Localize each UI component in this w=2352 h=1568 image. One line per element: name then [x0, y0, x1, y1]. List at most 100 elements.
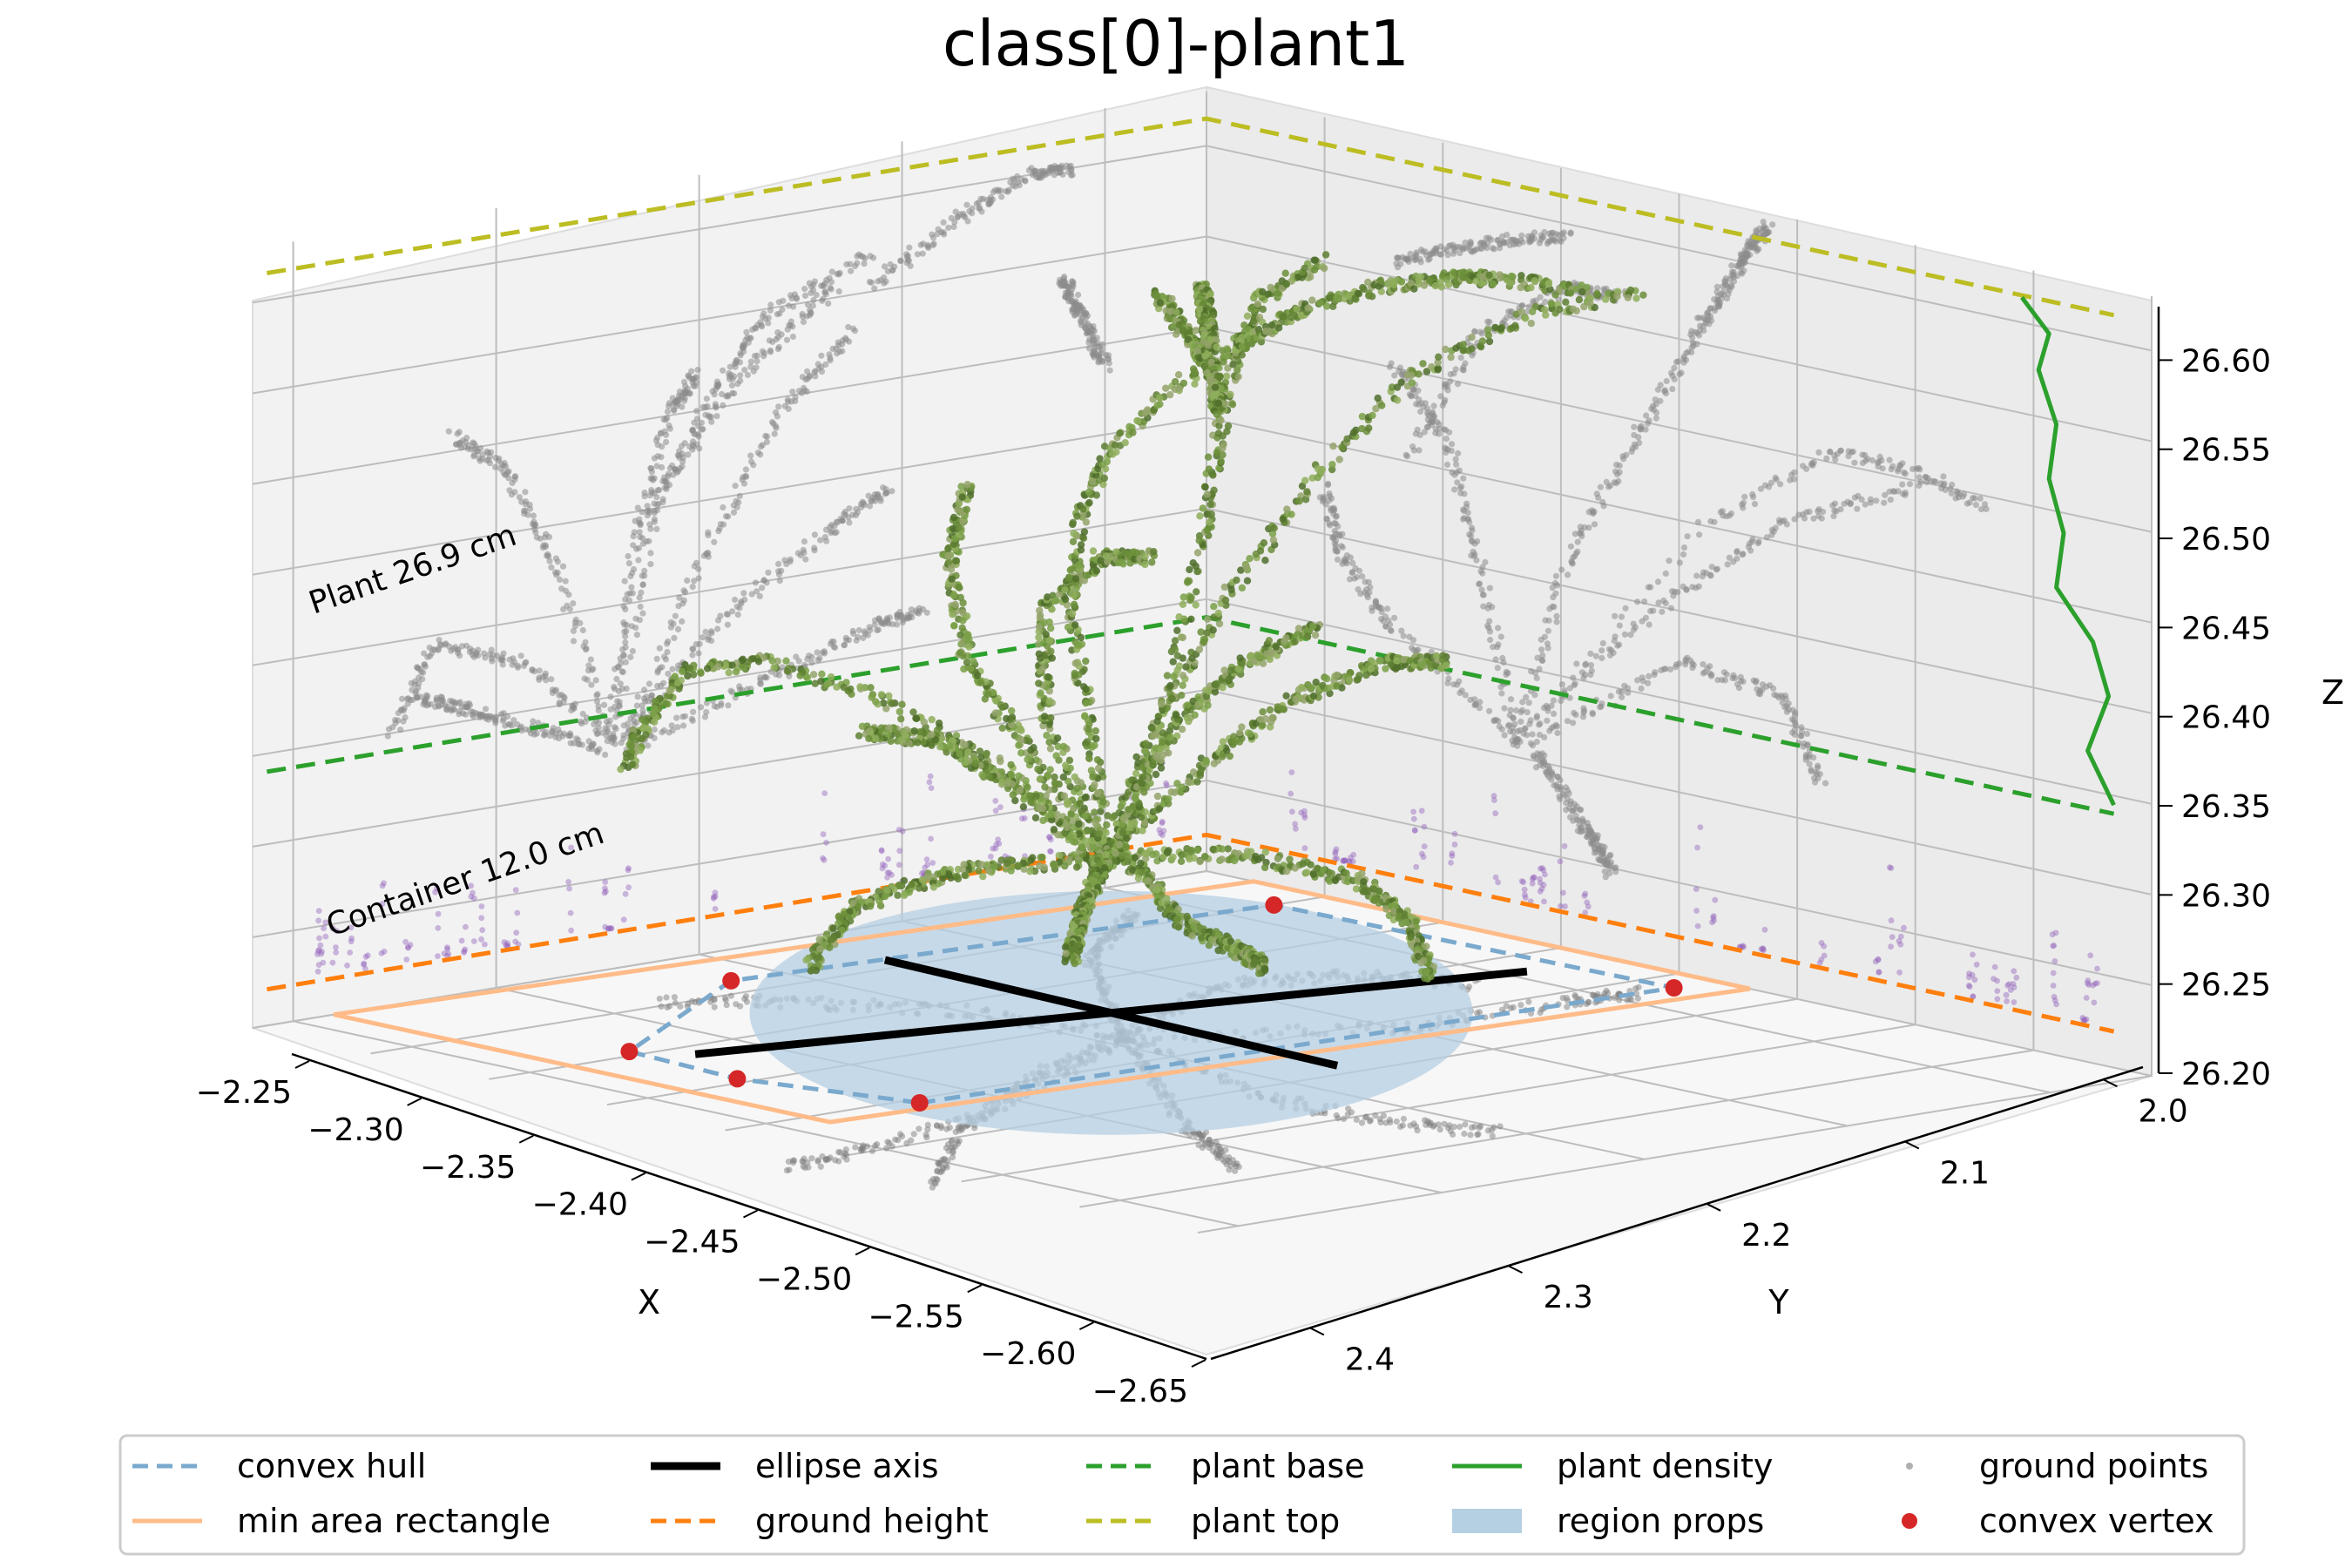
projected-point: [1721, 677, 1728, 684]
projected-point: [654, 507, 661, 514]
projected-point: [678, 443, 686, 449]
convex-vertex: [1265, 896, 1283, 914]
projected-point: [1521, 726, 1528, 733]
projected-point: [1591, 508, 1598, 516]
plant-point: [1129, 429, 1137, 436]
projected-point: [893, 621, 901, 628]
projected-point: [486, 460, 494, 467]
projected-point: [1591, 521, 1598, 528]
projected-point: [645, 680, 653, 687]
projected-point: [1546, 727, 1553, 734]
plant-point: [1082, 657, 1090, 666]
projected-point: [679, 713, 686, 720]
ground-point: [322, 933, 329, 940]
projected-point: [1680, 353, 1687, 361]
plant-point: [1171, 378, 1179, 386]
projected-point: [1913, 465, 1920, 472]
projected-point: [855, 626, 862, 634]
projected-point: [1060, 282, 1067, 289]
ground-point: [1889, 934, 1896, 940]
projected-point: [1657, 382, 1664, 389]
plant-point: [984, 690, 992, 699]
ground-point: [1342, 857, 1348, 864]
projected-point: [1410, 254, 1417, 261]
projected-point: [1707, 663, 1713, 670]
projected-point: [1486, 585, 1493, 591]
projected-point: [664, 1004, 671, 1011]
projected-point: [530, 512, 537, 519]
projected-point: [456, 699, 463, 706]
projected-point: [723, 513, 730, 520]
projected-point: [852, 1144, 859, 1151]
projected-point: [835, 288, 842, 295]
projected-point: [1441, 381, 1449, 388]
ground-point: [1970, 951, 1976, 958]
projected-point: [1553, 612, 1560, 620]
projected-point: [859, 498, 866, 505]
ground-point: [1159, 832, 1166, 839]
plant-point: [1041, 783, 1049, 791]
projected-point: [929, 231, 936, 238]
plant-point: [817, 677, 825, 686]
plant-point: [1007, 760, 1015, 769]
projected-point: [1330, 535, 1337, 542]
projected-point: [1612, 868, 1619, 875]
projected-point: [1669, 386, 1676, 393]
ground-point: [1348, 855, 1354, 861]
ground-point: [320, 959, 327, 966]
plant-point: [840, 683, 848, 692]
projected-point: [638, 589, 645, 596]
projected-point: [1806, 508, 1813, 516]
projected-point: [536, 676, 543, 684]
projected-point: [1537, 720, 1544, 727]
projected-point: [570, 600, 577, 607]
projected-point: [633, 719, 640, 727]
projected-point: [751, 353, 759, 360]
ground-point: [1156, 827, 1163, 833]
plant-point: [1060, 792, 1069, 800]
projected-point: [1453, 461, 1460, 468]
projected-point: [874, 1141, 881, 1148]
projected-point: [1503, 668, 1510, 676]
projected-point: [421, 650, 428, 657]
projected-point: [667, 618, 674, 625]
projected-point: [680, 587, 687, 594]
projected-point: [997, 187, 1004, 194]
projected-point: [707, 628, 715, 635]
projected-point: [399, 695, 406, 702]
ground-point: [896, 848, 903, 855]
projected-point: [1339, 544, 1346, 551]
projected-point: [659, 477, 666, 485]
projected-point: [1386, 363, 1394, 370]
projected-point: [1966, 499, 1973, 506]
projected-point: [665, 470, 672, 477]
projected-point: [1730, 268, 1737, 276]
projected-point: [757, 451, 764, 458]
projected-point: [602, 751, 609, 759]
projected-point: [674, 724, 681, 731]
projected-point: [619, 668, 626, 676]
projected-point: [639, 581, 646, 588]
projected-point: [413, 664, 421, 671]
projected-point: [1206, 1139, 1213, 1146]
projected-point: [522, 501, 530, 508]
ground-point: [321, 925, 327, 931]
convex-vertex: [728, 1070, 747, 1088]
projected-point: [789, 389, 796, 395]
ground-point: [2050, 970, 2057, 977]
projected-point: [1235, 1163, 1242, 1171]
projected-point: [516, 494, 524, 501]
projected-point: [808, 310, 814, 317]
projected-point: [546, 732, 553, 740]
projected-point: [1501, 732, 1508, 739]
projected-point: [637, 520, 644, 527]
projected-point: [1335, 523, 1342, 530]
projected-point: [814, 1157, 821, 1164]
plant-point: [1082, 685, 1090, 693]
projected-point: [1447, 378, 1454, 385]
ground-point: [2004, 997, 2011, 1004]
projected-point: [1713, 283, 1720, 290]
ground-point: [361, 960, 368, 967]
projected-point: [629, 647, 637, 655]
projected-point: [822, 1156, 829, 1163]
